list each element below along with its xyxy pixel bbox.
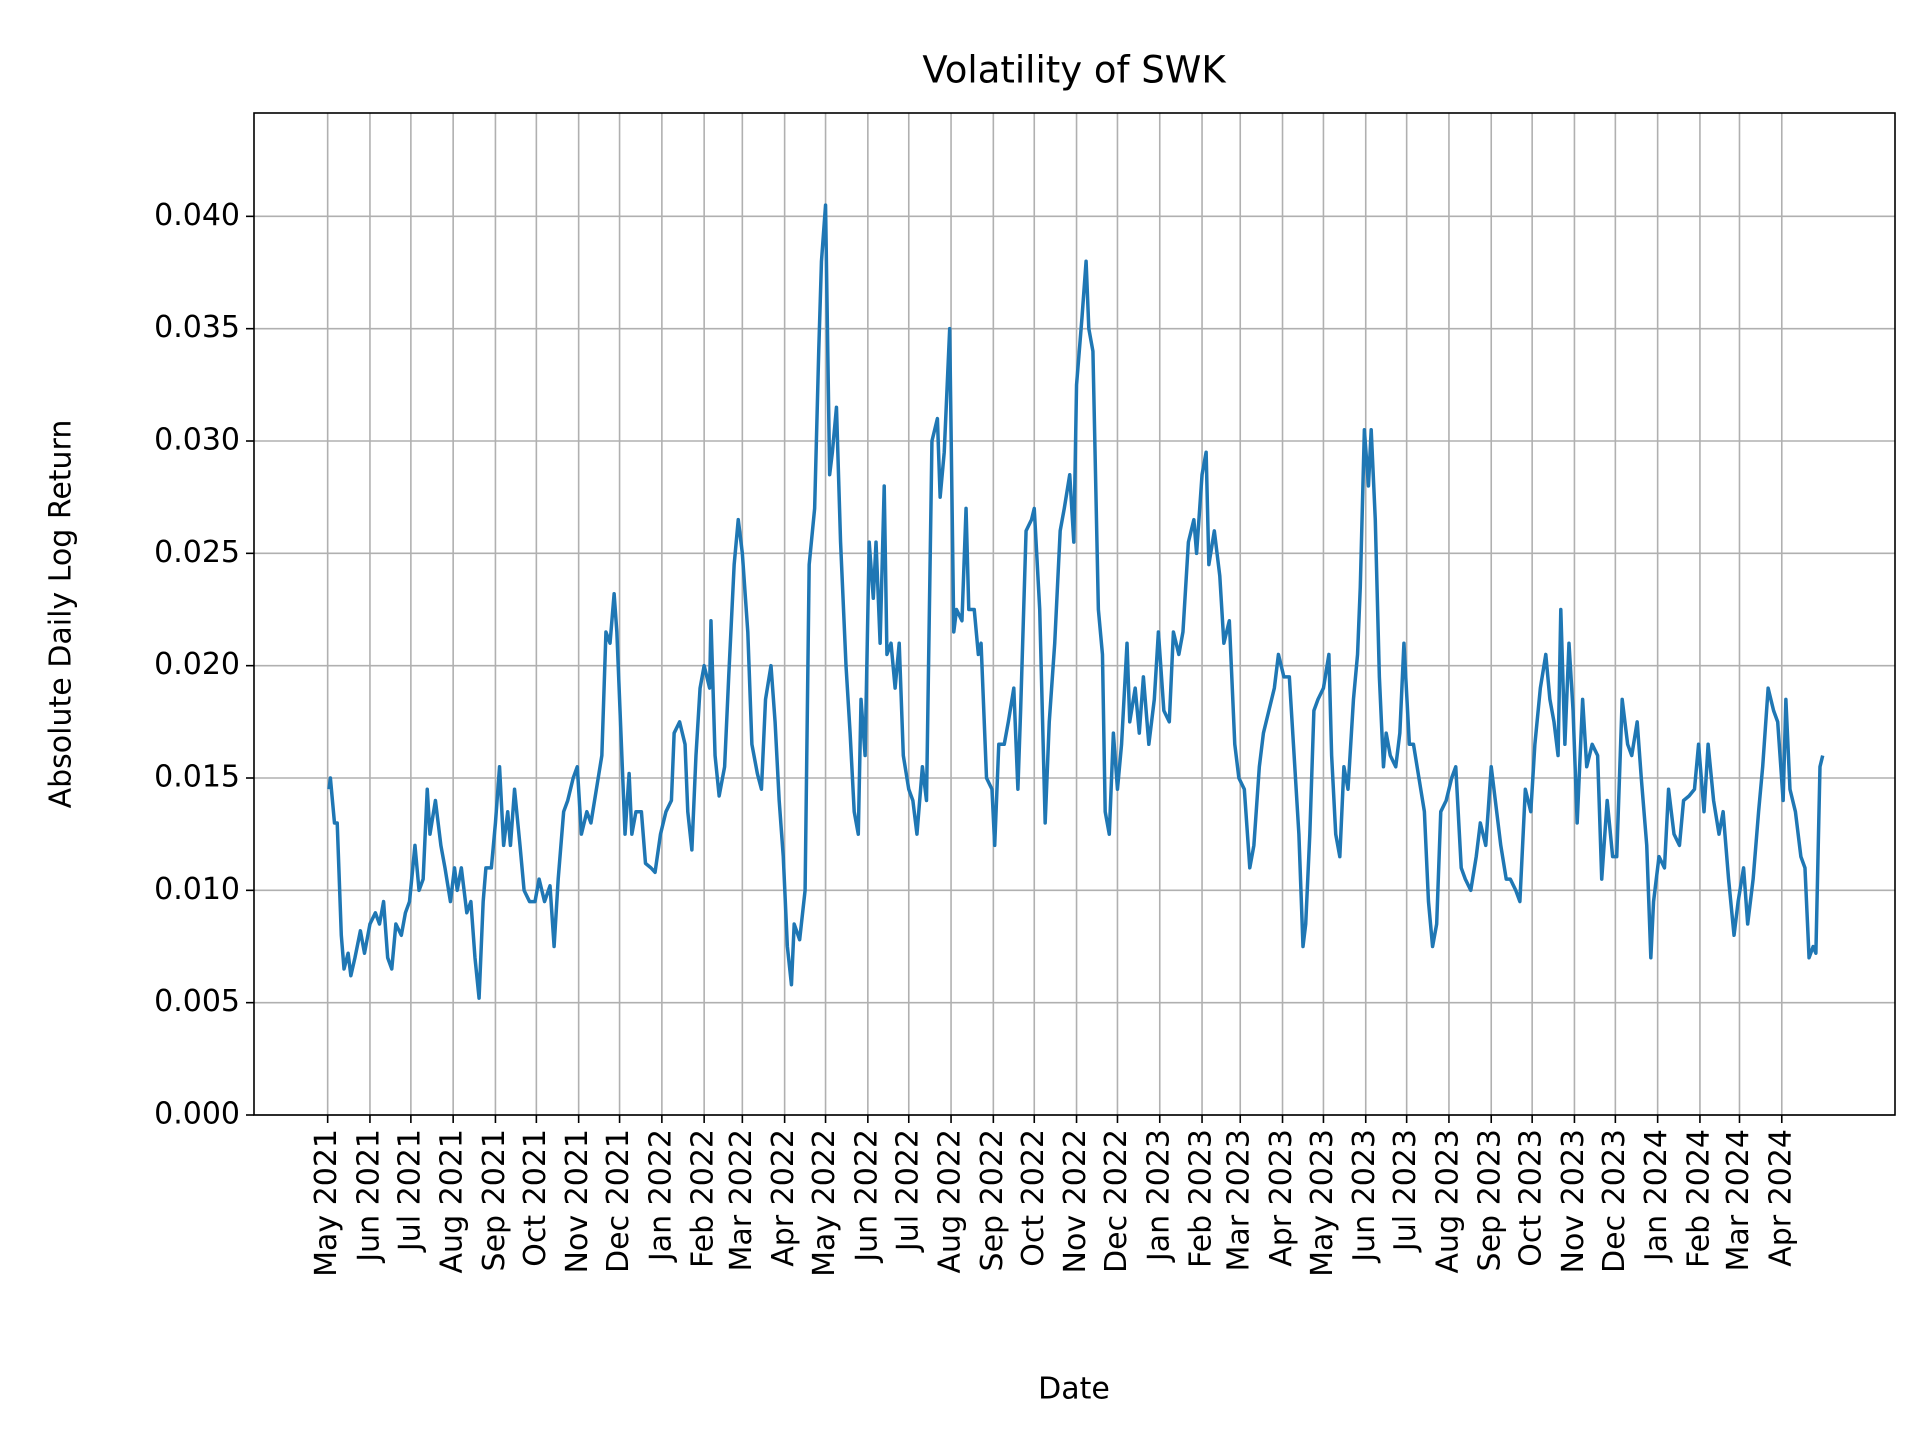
x-tick-label: May 2022 — [807, 1129, 842, 1277]
x-tick-label: Dec 2021 — [601, 1129, 636, 1273]
x-tick-label: Jan 2024 — [1639, 1129, 1674, 1263]
x-tick-label: Sep 2023 — [1473, 1129, 1508, 1271]
x-tick-label: Nov 2021 — [560, 1129, 595, 1273]
data-line — [327, 203, 1825, 1000]
x-tick-label: Jun 2021 — [351, 1129, 386, 1264]
y-tick-label: 0.040 — [154, 198, 240, 233]
y-tick-label: 0.035 — [154, 310, 240, 345]
x-tick-label: Apr 2022 — [766, 1129, 801, 1267]
x-tick-label: Jul 2022 — [890, 1129, 925, 1253]
x-tick-label: Mar 2023 — [1222, 1129, 1257, 1272]
grid — [254, 113, 1895, 1116]
y-tick-label: 0.025 — [154, 535, 240, 570]
x-tick-label: Jun 2022 — [849, 1129, 884, 1264]
x-tick-label: Feb 2024 — [1681, 1129, 1716, 1268]
y-tick-label: 0.015 — [154, 760, 240, 795]
x-tick-label: Mar 2022 — [724, 1129, 759, 1272]
x-tick-label: Aug 2021 — [435, 1129, 470, 1273]
x-tick-label: Feb 2022 — [686, 1129, 721, 1268]
y-tick-label: 0.000 — [154, 1097, 240, 1132]
x-tick-label: Sep 2021 — [477, 1129, 512, 1271]
x-tick-label: Apr 2024 — [1763, 1129, 1798, 1267]
ticks: 0.000 0.005 0.010 0.015 0.020 0.025 0.030 0.035… — [154, 198, 1798, 1277]
x-tick-label: May 2023 — [1305, 1129, 1340, 1277]
x-tick-label: Sep 2022 — [975, 1129, 1010, 1271]
x-tick-label: Oct 2023 — [1514, 1129, 1549, 1267]
x-tick-label: May 2021 — [309, 1129, 344, 1277]
x-tick-label: Feb 2023 — [1184, 1129, 1219, 1268]
x-tick-label: Mar 2024 — [1721, 1129, 1756, 1272]
x-tick-label: Oct 2021 — [518, 1129, 553, 1267]
x-tick-label: Aug 2022 — [933, 1129, 968, 1273]
x-tick-label: Jul 2023 — [1388, 1129, 1423, 1253]
x-tick-label: Nov 2022 — [1058, 1129, 1093, 1273]
x-tick-label: Dec 2022 — [1099, 1129, 1134, 1273]
x-tick-label: Dec 2023 — [1597, 1129, 1632, 1273]
x-tick-label: Jan 2022 — [643, 1129, 678, 1263]
x-tick-label: Jan 2023 — [1141, 1129, 1176, 1263]
y-tick-label: 0.020 — [154, 647, 240, 682]
y-tick-label: 0.010 — [154, 872, 240, 907]
x-tick-label: Nov 2023 — [1556, 1129, 1591, 1273]
plot-area — [327, 203, 1825, 1000]
y-tick-label: 0.005 — [154, 984, 240, 1019]
x-tick-label: Aug 2023 — [1430, 1129, 1465, 1273]
y-tick-label: 0.030 — [154, 423, 240, 458]
chart-title: Volatility of SWK — [922, 49, 1227, 92]
y-axis-label: Absolute Daily Log Return — [44, 420, 79, 809]
axes-frame — [253, 112, 1896, 1116]
x-tick-label: Apr 2023 — [1264, 1129, 1299, 1267]
x-axis-label: Date — [1038, 1372, 1110, 1407]
x-tick-label: Jul 2021 — [392, 1129, 427, 1253]
x-tick-label: Jun 2023 — [1347, 1129, 1382, 1264]
x-tick-label: Oct 2022 — [1016, 1129, 1051, 1267]
